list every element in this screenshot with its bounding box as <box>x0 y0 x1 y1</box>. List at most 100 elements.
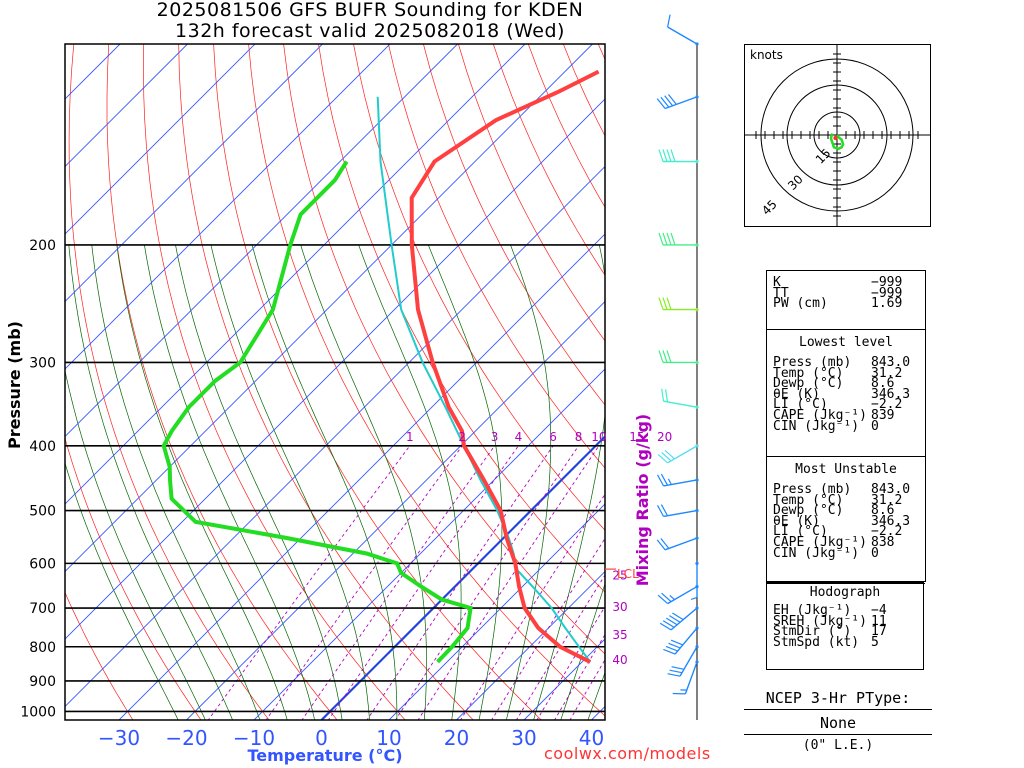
hodograph-params-panel: Hodograph EH (Jkg⁻¹) −4 SREH (Jkg⁻¹) 11 StmD… <box>766 582 924 670</box>
moist-adiabat <box>175 244 343 720</box>
moist-adiabat <box>91 244 261 720</box>
moist-adiabat <box>144 244 316 720</box>
k-index-label: K <box>773 275 781 290</box>
profile-lines <box>161 69 600 664</box>
wind-barb <box>656 504 699 518</box>
param-label: CAPE (Jkg⁻¹) <box>773 534 867 550</box>
wind-barb <box>657 444 699 464</box>
moist-adiabat <box>427 244 503 720</box>
mixing-ratio-label: 1 <box>406 430 414 444</box>
param-label: Press (mb) <box>773 355 852 370</box>
moist-adiabat <box>505 244 552 720</box>
isotherm <box>65 44 593 573</box>
mixing-ratio-line <box>327 445 519 720</box>
dry-adiabat <box>178 44 474 720</box>
hodograph-units: knots <box>750 48 783 62</box>
temperature-tick-label: 30 <box>511 726 536 750</box>
mixing-ratio-line <box>417 445 600 720</box>
param-label: Dewp (°C) <box>773 503 844 519</box>
pressure-tick-label: 200 <box>29 238 56 254</box>
lowest-level-rows: Press (mb) 843.0 Temp (°C) 31.2 Dewp (°C) 8.6… <box>767 355 925 434</box>
moist-adiabat <box>300 244 427 720</box>
param-label: Dewp (°C) <box>773 376 844 392</box>
param-value: 8.6 <box>871 376 895 392</box>
param-value: 11 <box>871 613 887 629</box>
pressure-tick-label: 800 <box>29 640 56 656</box>
wind-barb <box>661 388 699 409</box>
wind-barb <box>658 232 699 247</box>
param-label: EH (Jkg⁻¹) <box>773 603 852 618</box>
mixing-ratio-label: 10 <box>591 430 606 444</box>
wind-barb <box>658 350 699 365</box>
param-row: StmSpd (kt) 5 <box>767 636 923 649</box>
dry-adiabat <box>668 44 740 720</box>
pressure-tick-label: 1000 <box>20 704 56 720</box>
mixing-ratio-line <box>265 445 463 720</box>
dry-adiabat <box>353 44 605 531</box>
most-unstable-rows: Press (mb) 843.0 Temp (°C) 31.2 Dewp (°C) 8.6… <box>767 482 925 561</box>
mixing-ratio-line <box>394 445 579 720</box>
param-value: −2.2 <box>871 524 903 540</box>
wind-barb <box>657 584 699 605</box>
moist-adiabat <box>65 462 179 720</box>
mixing-ratio-label: 35 <box>612 628 627 642</box>
moist-adiabat <box>251 244 398 720</box>
dry-adiabat <box>703 44 740 720</box>
param-row: CIN (Jkg⁻¹) 0 <box>767 418 925 434</box>
dry-adiabat <box>65 591 134 720</box>
moist-adiabat <box>65 369 206 720</box>
param-label: Temp (°C) <box>773 492 844 508</box>
moist-adiabat <box>358 244 462 720</box>
mixing-ratio-label: 3 <box>491 430 499 444</box>
param-value: 0 <box>871 545 879 561</box>
temperature-tick-label: −30 <box>98 726 140 750</box>
temperature-tick-label: −20 <box>165 726 207 750</box>
isotherm <box>65 44 323 303</box>
dry-adiabat <box>65 437 202 720</box>
param-row: LI (°C) −2.2 <box>767 397 925 413</box>
param-row: Press (mb) 843.0 <box>767 482 925 497</box>
wind-barbs <box>656 14 699 695</box>
mixing-ratio-label: 20 <box>657 430 672 444</box>
moist-adiabat <box>533 244 605 720</box>
param-row: LI (°C) −2.2 <box>767 524 925 540</box>
dry-adiabat <box>597 44 605 61</box>
wind-barb <box>656 536 699 551</box>
param-value: 31.2 <box>871 492 903 508</box>
param-value: 843.0 <box>871 355 911 370</box>
credit-text: coolwx.com/models <box>544 744 711 763</box>
isotherm <box>65 44 391 370</box>
pressure-tick-labels: 1000 900 800 700 600 500 400 300 200 <box>20 238 56 721</box>
hodograph-params-rows: EH (Jkg⁻¹) −4 SREH (Jkg⁻¹) 11 StmDir (°) 17 St… <box>767 603 923 649</box>
mixing-ratio-label: 15 <box>629 430 644 444</box>
ptype-title: NCEP 3-Hr PType: <box>744 689 932 710</box>
param-row: Temp (°C) 31.2 <box>767 367 925 380</box>
param-row: θE (K) 346.3 <box>767 388 925 401</box>
isotherm <box>523 638 605 720</box>
param-label: CAPE (Jkg⁻¹) <box>773 407 867 423</box>
dry-adiabat <box>143 44 406 720</box>
dry-adiabat <box>68 44 270 720</box>
param-row: Dewp (°C) 8.6 <box>767 376 925 392</box>
lcl-label: LCL <box>617 567 639 581</box>
dry-adiabat <box>388 44 605 469</box>
param-label: θE (K) <box>773 513 820 529</box>
moist-adiabat <box>587 671 605 720</box>
param-label: Press (mb) <box>773 482 852 497</box>
mixing-ratio-labels: 1 2 3 4 6 8 10 15 20 25 30 35 40 <box>406 430 672 667</box>
dry-adiabat <box>738 44 740 720</box>
pw-label: PW (cm) <box>773 296 828 312</box>
dry-adiabat <box>423 44 605 406</box>
mixing-ratio-line <box>301 445 495 720</box>
param-label: LI (°C) <box>773 397 828 413</box>
mixing-ratio-line <box>366 445 554 720</box>
y-axis-title: Pressure (mb) <box>5 321 24 449</box>
mixing-ratio-label: 40 <box>612 653 627 667</box>
plot-frame <box>64 43 606 721</box>
param-value: 838 <box>871 534 895 550</box>
series-line-dewpoint <box>161 160 473 664</box>
hodograph: knots 15 30 45 <box>744 44 931 227</box>
pressure-tick-label: 700 <box>29 601 56 617</box>
param-label: CIN (Jkg⁻¹) <box>773 418 860 434</box>
dry-adiabat <box>283 44 605 655</box>
